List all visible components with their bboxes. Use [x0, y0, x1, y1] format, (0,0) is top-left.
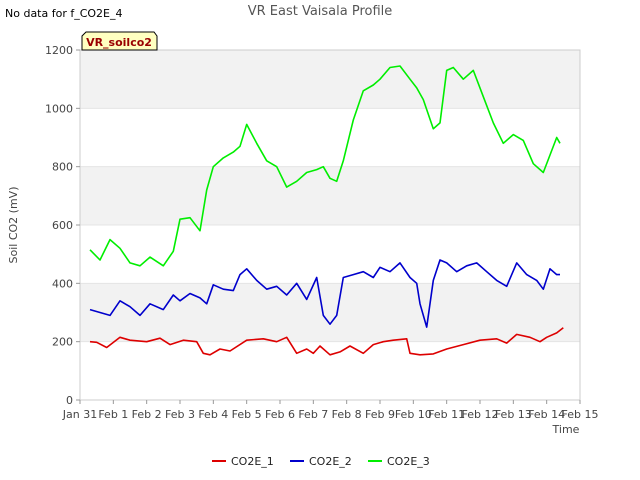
y-tick-label: 600: [52, 219, 73, 232]
x-axis: Jan 31 Feb 1 Feb 2 Feb 3 Feb 4 Feb 5 Feb 6 Feb …: [62, 400, 599, 421]
x-tick-label: Feb 2: [132, 408, 162, 421]
x-tick-label: Feb 15: [562, 408, 599, 421]
legend-label: CO2E_3: [387, 455, 430, 468]
y-axis: 0 200 400 600 800 1000 1200: [45, 44, 80, 407]
y-tick-label: 0: [66, 394, 73, 407]
x-axis-label: Time: [552, 423, 580, 436]
shaded-band-0: [80, 283, 580, 342]
x-tick-label: Feb 8: [332, 408, 362, 421]
legend-label: CO2E_2: [309, 455, 352, 468]
y-tick-label: 400: [52, 277, 73, 290]
shaded-band-2: [80, 50, 580, 109]
x-tick-label: Feb 5: [232, 408, 262, 421]
x-tick-label: Feb 1: [98, 408, 128, 421]
annotation-label: VR_soilco2: [86, 36, 152, 49]
series-line-co2e-1: [89, 327, 564, 356]
x-tick-label: Feb 7: [298, 408, 328, 421]
legend: CO2E_1 CO2E_2 CO2E_3: [212, 455, 430, 468]
y-axis-label: Soil CO2 (mV): [7, 187, 20, 264]
y-tick-label: 1200: [45, 44, 73, 57]
x-tick-label: Feb 6: [265, 408, 295, 421]
series-lines: [89, 65, 564, 356]
y-tick-label: 200: [52, 336, 73, 349]
chart-title: VR East Vaisala Profile: [248, 4, 393, 19]
series-line-co2e-2: [89, 259, 560, 328]
no-data-note: No data for f_CO2E_4: [5, 7, 123, 20]
x-tick-label: Feb 10: [395, 408, 432, 421]
series-line-co2e-3: [89, 65, 561, 267]
x-tick-label: Feb 13: [495, 408, 532, 421]
legend-label: CO2E_1: [231, 455, 274, 468]
y-tick-label: 800: [52, 161, 73, 174]
y-tick-label: 1000: [45, 102, 73, 115]
shaded-bands: [80, 50, 580, 342]
x-tick-label: Feb 3: [165, 408, 195, 421]
x-tick-label: Jan 31: [62, 408, 97, 421]
x-tick-label: Feb 14: [528, 408, 565, 421]
x-tick-label: Feb 11: [428, 408, 465, 421]
x-tick-label: Feb 4: [198, 408, 228, 421]
x-tick-label: Feb 9: [365, 408, 395, 421]
x-tick-label: Feb 12: [462, 408, 499, 421]
shaded-band-1: [80, 166, 580, 225]
annotation-box: VR_soilco2: [81, 31, 158, 51]
